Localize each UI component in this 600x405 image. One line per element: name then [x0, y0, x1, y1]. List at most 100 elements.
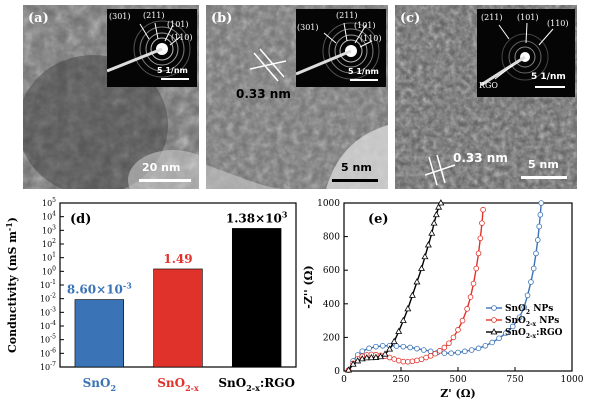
ring-label: (101)	[517, 13, 539, 22]
data-point	[530, 265, 537, 272]
ring-label: (110)	[547, 19, 569, 28]
saed-inset-a: (301) (211) (101) (110) 5 1/nm	[107, 9, 197, 87]
tem-image-c: (c) 0.33 nm (211) (101) (110) RGO 5 1/nm…	[395, 5, 577, 189]
diffraction-rings-c	[480, 22, 554, 87]
panel-label-b: (b)	[211, 11, 233, 26]
inset-scale-bar	[535, 86, 565, 88]
y-tick-label: 10-2	[40, 293, 56, 304]
conductivity-bar-chart: 10-7 10-6 10-5 10-4 10-3 10-2 10-1 100 101 102 103…	[4, 197, 297, 393]
y-tick-label: 10-3	[40, 306, 56, 317]
y-tick-label: 104	[42, 211, 56, 222]
data-point	[413, 278, 421, 285]
data-point	[436, 348, 443, 354]
data-point	[386, 345, 394, 352]
data-point	[489, 339, 496, 346]
y-tick-label: 200	[323, 333, 340, 343]
saed-inset-b: (301) (211) (101) (110) 5 1/nm	[296, 9, 386, 87]
data-point	[395, 357, 402, 364]
y-tick-label: 800	[323, 233, 340, 243]
lattice-spacing-c: 0.33 nm	[453, 151, 508, 165]
series-group	[345, 199, 445, 373]
y-tick-label: 100	[42, 265, 56, 276]
nyquist-plot: 0 250 500 750 1000 0 200 400 600 800 1000 Z' (Ω) -Z'…	[302, 199, 584, 400]
data-point	[349, 360, 357, 367]
data-point	[437, 199, 445, 206]
panel-label-c: (c)	[400, 11, 421, 26]
data-point	[404, 305, 412, 312]
data-point	[405, 358, 411, 365]
data-point	[432, 210, 440, 218]
data-point	[516, 314, 523, 321]
rgo-label: RGO	[479, 81, 498, 90]
scale-bar-a	[139, 179, 191, 182]
y-tick-label: 10-7	[40, 361, 56, 372]
data-point	[372, 353, 380, 360]
data-point	[400, 343, 407, 350]
data-point	[424, 241, 432, 248]
legend-marker	[491, 305, 497, 311]
data-point	[432, 350, 439, 357]
legend-entry: SnO2 NPs	[505, 304, 553, 316]
lattice-fringe-marker-b	[250, 48, 286, 82]
x-tick-label: 1000	[561, 375, 584, 385]
category-label: SnO2-x:RGO	[218, 376, 295, 393]
panel-label-a: (a)	[28, 11, 49, 26]
data-point	[470, 280, 477, 287]
category-label: SnO2	[83, 376, 116, 393]
data-point	[379, 343, 386, 349]
data-point	[421, 252, 429, 260]
y-tick-label: 0	[334, 367, 340, 377]
ring-label: (110)	[360, 34, 382, 43]
data-point	[414, 357, 420, 364]
data-point	[482, 343, 489, 349]
data-point	[395, 327, 403, 334]
data-point	[479, 220, 485, 226]
data-point	[414, 345, 420, 352]
data-point	[509, 323, 516, 330]
scale-bar-c	[521, 176, 567, 179]
data-point	[418, 264, 426, 271]
y-tick-label: 105	[42, 197, 56, 208]
data-point	[446, 340, 452, 347]
legend-entry: SnO2-x NPs	[505, 316, 559, 328]
data-point	[496, 335, 502, 342]
data-point	[430, 219, 438, 226]
x-tick-label: 500	[449, 375, 466, 385]
data-point	[473, 265, 480, 272]
x-tick-label: 250	[392, 375, 409, 385]
ring-label: (211)	[336, 11, 358, 20]
data-point	[400, 358, 407, 365]
y-axis-label: -Z'' (Ω)	[302, 265, 315, 308]
y-tick-label: 101	[42, 252, 56, 263]
data-point	[468, 347, 475, 353]
data-point	[390, 337, 398, 345]
diffraction-rings-a	[107, 20, 191, 78]
data-point	[408, 291, 416, 298]
data-point	[427, 348, 434, 355]
scale-label-c: 5 nm	[528, 158, 559, 171]
ring-label: (211)	[481, 13, 503, 22]
y-axis-label: Conductivity (mS m-1)	[4, 217, 19, 353]
y-tick-label: 102	[42, 238, 56, 249]
ring-label: (301)	[109, 12, 131, 21]
data-point	[480, 206, 486, 213]
bar	[153, 268, 203, 368]
data-point	[423, 354, 429, 361]
data-point	[467, 294, 474, 300]
data-point	[528, 279, 534, 285]
data-point	[354, 357, 362, 364]
inset-scale-label: 5 1/nm	[348, 67, 379, 76]
data-point	[475, 250, 482, 257]
data-point	[366, 345, 372, 352]
data-point	[373, 343, 379, 350]
data-point	[409, 358, 416, 365]
data-point	[475, 345, 482, 352]
panel-label-e: (e)	[368, 212, 389, 227]
x-tick-label: 750	[506, 375, 523, 385]
bar	[74, 299, 125, 368]
data-point	[421, 347, 427, 353]
bar	[231, 228, 282, 368]
scale-label-b: 5 nm	[341, 161, 372, 174]
data-point	[399, 316, 407, 323]
tem-image-a: (a) (301) (211) (101) (110) 5 1/nm 20 nm	[23, 5, 199, 189]
